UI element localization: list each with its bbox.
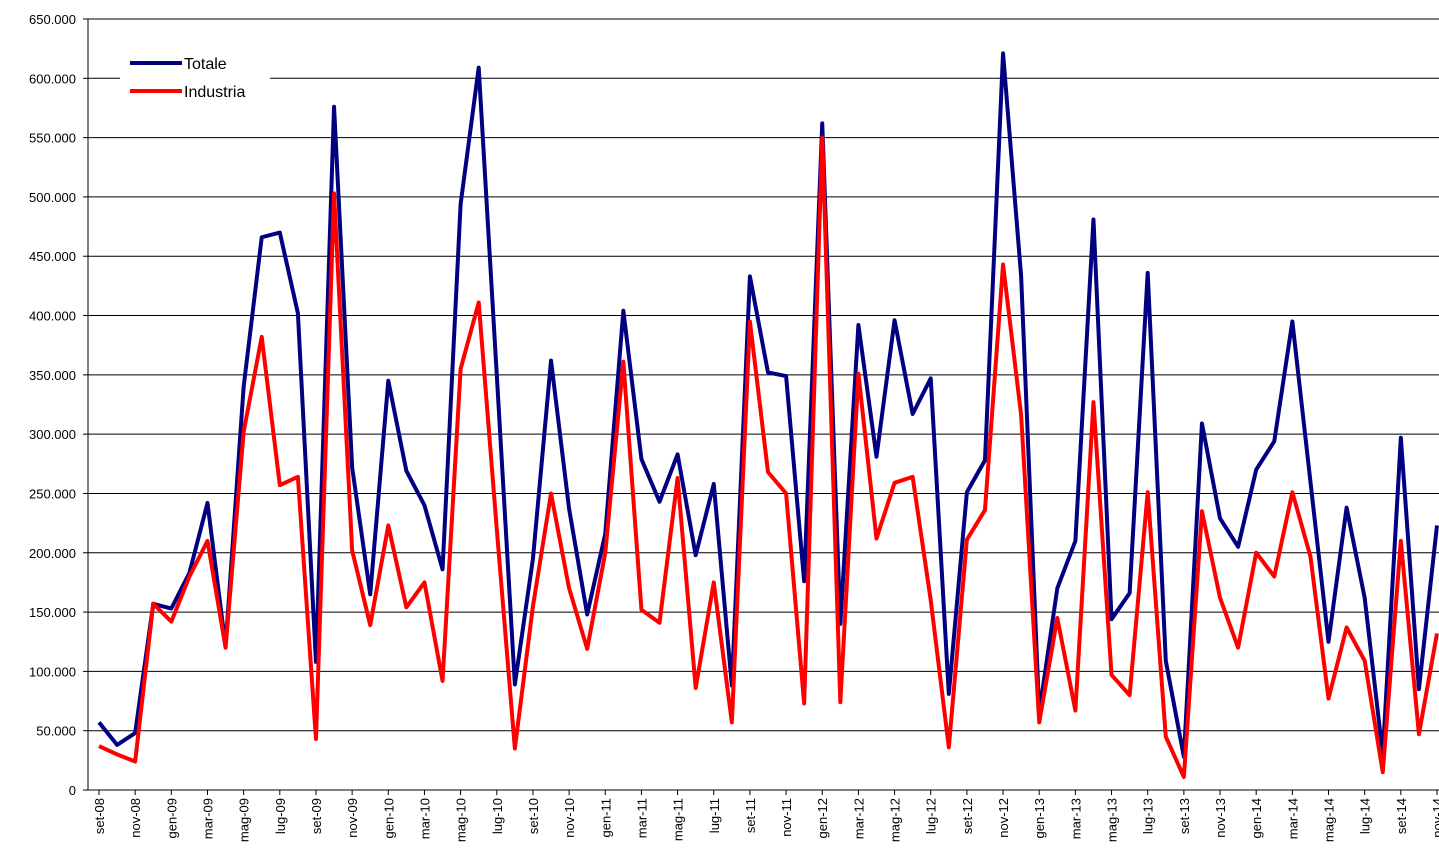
series-line bbox=[98, 135, 1439, 779]
y-tick-label: 300.000 bbox=[29, 427, 76, 442]
x-tick-label: gen-09 bbox=[164, 798, 179, 838]
legend: Totale Industria bbox=[120, 49, 270, 103]
x-tick-label: nov-10 bbox=[562, 798, 577, 838]
x-tick-label: mar-13 bbox=[1068, 798, 1083, 839]
x-tick-label: set-14 bbox=[1394, 798, 1409, 834]
y-tick-label: 150.000 bbox=[29, 605, 76, 620]
x-tick-label: nov-09 bbox=[345, 798, 360, 838]
y-tick-label: 500.000 bbox=[29, 190, 76, 205]
x-tick-label: mag-12 bbox=[888, 798, 903, 842]
x-tick-label: nov-08 bbox=[128, 798, 143, 838]
x-tick-label: nov-13 bbox=[1213, 798, 1228, 838]
x-tick-label: nov-14 bbox=[1430, 798, 1439, 838]
x-tick-label: lug-10 bbox=[490, 798, 505, 834]
x-tick-label: set-13 bbox=[1177, 798, 1192, 834]
y-tick-label: 400.000 bbox=[29, 309, 76, 324]
x-tick-label: set-12 bbox=[960, 798, 975, 834]
y-tick-label: 200.000 bbox=[29, 546, 76, 561]
x-tick-label: mar-10 bbox=[417, 798, 432, 839]
x-tick-label: gen-11 bbox=[598, 798, 613, 838]
y-tick-label: 50.000 bbox=[36, 724, 76, 739]
y-tick-label: 0 bbox=[69, 783, 76, 798]
legend-label: Industria bbox=[184, 84, 245, 101]
x-tick-label: gen-10 bbox=[381, 798, 396, 838]
x-tick-label: mar-11 bbox=[634, 798, 649, 838]
x-tick-label: lug-14 bbox=[1358, 798, 1373, 834]
x-tick-label: gen-14 bbox=[1249, 798, 1264, 838]
x-tick-label: mag-10 bbox=[454, 798, 469, 842]
series-line bbox=[97, 51, 1439, 759]
x-tick-label: set-11 bbox=[743, 798, 758, 833]
y-tick-label: 600.000 bbox=[29, 71, 76, 86]
y-tick-label: 550.000 bbox=[29, 131, 76, 146]
y-tick-label: 650.000 bbox=[29, 12, 76, 27]
x-tick-label: mag-14 bbox=[1322, 798, 1337, 842]
x-tick-label: nov-12 bbox=[996, 798, 1011, 838]
x-tick-label: set-09 bbox=[309, 798, 324, 834]
x-tick-label: mag-09 bbox=[237, 798, 252, 842]
x-tick-label: mag-13 bbox=[1105, 798, 1120, 842]
x-tick-label: mar-14 bbox=[1285, 798, 1300, 839]
x-tick-label: mag-11 bbox=[671, 798, 686, 841]
legend-label: Totale bbox=[184, 56, 227, 73]
x-tick-label: mar-09 bbox=[200, 798, 215, 839]
x-tick-label: lug-13 bbox=[1141, 798, 1156, 834]
x-tick-label: mar-12 bbox=[851, 798, 866, 839]
y-tick-label: 350.000 bbox=[29, 368, 76, 383]
legend-box bbox=[120, 49, 270, 103]
x-tick-label: gen-13 bbox=[1032, 798, 1047, 838]
x-tick-label: lug-11 bbox=[707, 798, 722, 833]
x-tick-label: lug-12 bbox=[924, 798, 939, 834]
x-tick-label: gen-12 bbox=[815, 798, 830, 838]
x-tick-label: nov-11 bbox=[779, 798, 794, 837]
y-tick-label: 450.000 bbox=[29, 249, 76, 264]
x-tick-label: set-08 bbox=[92, 798, 107, 834]
y-tick-label: 100.000 bbox=[29, 664, 76, 679]
x-tick-label: lug-09 bbox=[273, 798, 288, 834]
y-tick-label: 250.000 bbox=[29, 486, 76, 501]
x-tick-label: set-10 bbox=[526, 798, 541, 834]
